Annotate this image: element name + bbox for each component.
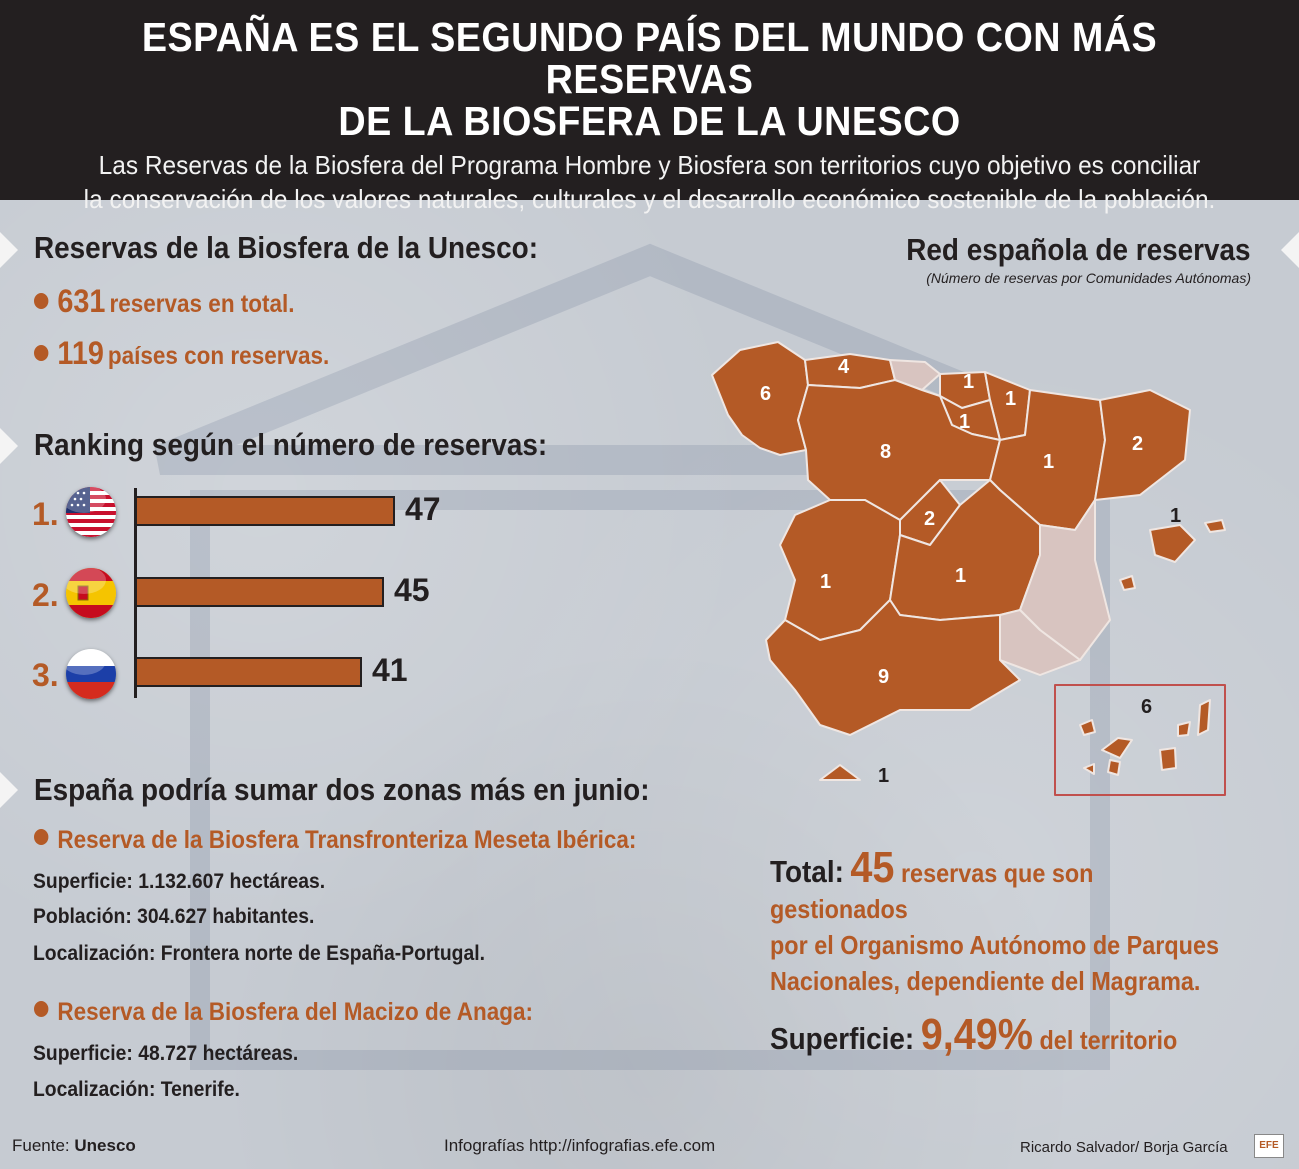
bullet-icon [34,293,49,309]
page-subtitle: Las Reservas de la Biosfera del Programa… [83,150,1216,214]
unesco-heading: Reservas de la Biosfera de la Unesco: [34,230,538,265]
region-catalonia [1094,389,1191,501]
canarias-box [1054,684,1226,796]
region-andalusia [765,599,1021,736]
map-count: 1 [1043,451,1054,473]
bullet-icon [34,345,49,361]
region-valencia [1019,499,1111,661]
map-count: 1 [955,565,966,587]
map-count: 6 [1141,696,1152,718]
section-marker-icon [0,428,18,464]
map-title: Red española de reservas [906,232,1251,267]
russia-flag-icon [66,649,116,699]
map-count: 2 [1132,433,1143,455]
countries-stat: 119 países con reservas. [34,335,329,372]
ranking-bar [137,496,395,526]
ranking-bar [137,577,384,607]
map-count: 4 [838,356,850,378]
bullet-icon [34,829,49,845]
map-subtitle: (Número de reservas por Comunidades Autó… [926,270,1251,286]
proposal-detail: Superficie: 48.727 hectáreas. [33,1042,299,1065]
spain-flag-icon [66,568,116,618]
proposal-title: Reserva de la Biosfera del Macizo de Ana… [34,998,533,1027]
proposal-detail: Localización: Tenerife. [33,1078,240,1101]
chart-axis [134,488,137,698]
proposal-detail: Población: 304.627 habitantes. [33,905,315,928]
map-count: 6 [760,383,771,405]
map-count: 8 [880,441,891,463]
rank-position: 1. [32,496,59,532]
bar-value-label: 41 [372,652,408,688]
bullet-icon [34,1001,49,1017]
section-marker-icon [0,232,18,268]
region-balearic [1149,524,1196,563]
proposals-heading: España podría sumar dos zonas más en jun… [34,772,650,807]
spain-map: 6 4 1 1 1 8 1 2 2 1 1 1 9 1 6 [711,341,1226,796]
map-count: 1 [1005,388,1016,410]
map-count: 1 [963,371,974,393]
authors-credit: Ricardo Salvador/ Borja García [1020,1139,1228,1156]
region-ceuta [819,764,861,781]
proposal-title: Reserva de la Biosfera Transfronteriza M… [34,826,636,855]
surface-block: Superficie: 9,49% del territorio [770,1010,1178,1059]
rank-position: 2. [32,577,59,613]
ranking-bar [137,657,362,687]
proposal-detail: Localización: Frontera norte de España-P… [33,942,485,965]
page-title: ESPAÑA ES EL SEGUNDO PAÍS DEL MUNDO CON … [141,14,1158,144]
bar-value-label: 45 [394,572,430,608]
map-count: 1 [1170,505,1181,527]
section-marker-icon [0,772,18,808]
total-reserves-stat: 631 reservas en total. [34,283,295,320]
bar-value-label: 47 [405,491,441,527]
map-count: 1 [820,571,831,593]
map-count: 2 [924,508,935,530]
efe-logo: EFE [1254,1134,1284,1158]
map-count: 1 [878,765,889,787]
map-count: 9 [878,666,889,688]
map-count: 1 [959,411,970,433]
infographics-link[interactable]: Infografías http://infografias.efe.com [444,1136,716,1155]
ranking-heading: Ranking según el número de reservas: [34,427,548,462]
section-marker-icon [1281,232,1299,268]
proposal-detail: Superficie: 1.132.607 hectáreas. [33,870,326,893]
usa-flag-icon [66,487,116,537]
total-block: Total: 45 reservas que son gestionados p… [770,843,1219,997]
rank-position: 3. [32,657,59,693]
header-banner: ESPAÑA ES EL SEGUNDO PAÍS DEL MUNDO CON … [0,0,1299,214]
source-credit: Fuente: Unesco [12,1136,136,1155]
